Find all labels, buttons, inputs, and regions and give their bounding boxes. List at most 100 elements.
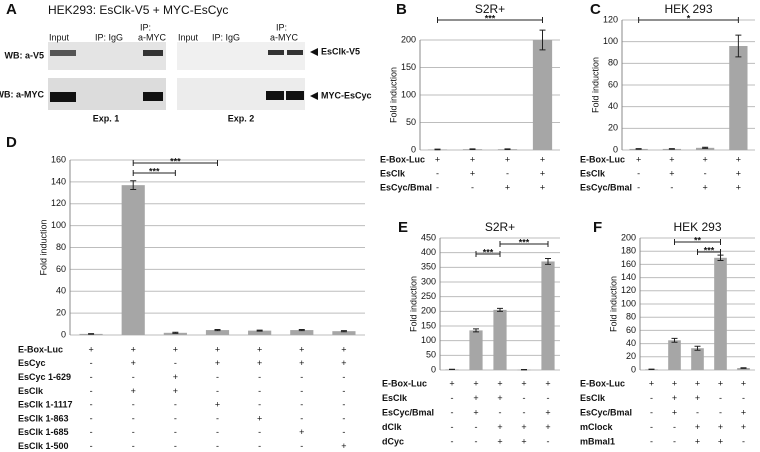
arrow: [310, 92, 318, 100]
condition-label: EsClk 1-500: [18, 441, 69, 451]
error-bar: [694, 345, 701, 351]
significance-label: ***: [485, 13, 496, 23]
y-tick-label: 100: [51, 220, 66, 230]
error-bar: [504, 148, 511, 150]
significance-bracket: [638, 17, 739, 23]
bar: [714, 257, 727, 370]
condition-sign: +: [545, 378, 550, 388]
y-tick-label: 20: [608, 123, 618, 133]
significance-bracket: [437, 17, 543, 23]
condition-sign: +: [521, 436, 526, 446]
condition-sign: -: [90, 372, 93, 382]
y-tick-label: 140: [621, 272, 636, 282]
condition-sign: -: [300, 386, 303, 396]
condition-sign: +: [702, 182, 707, 192]
condition-sign: +: [505, 182, 510, 192]
y-tick-label: 100: [603, 36, 618, 46]
condition-sign: -: [499, 407, 502, 417]
condition-sign: +: [341, 358, 346, 368]
condition-sign: +: [718, 378, 723, 388]
error-bar: [214, 329, 221, 332]
condition-sign: -: [258, 441, 261, 451]
y-axis-title: Fold induction: [408, 276, 418, 332]
condition-sign: -: [451, 393, 454, 403]
condition-sign: -: [342, 386, 345, 396]
y-tick-label: 180: [621, 246, 636, 256]
condition-label: E-Box-Luc: [18, 344, 63, 354]
error-bar: [88, 333, 95, 335]
y-tick-label: 400: [421, 247, 436, 257]
condition-sign: +: [636, 154, 641, 164]
condition-sign: -: [650, 407, 653, 417]
condition-sign: +: [473, 378, 478, 388]
condition-sign: +: [173, 386, 178, 396]
bar: [121, 185, 145, 335]
panel-letter: E: [398, 219, 408, 236]
condition-sign: +: [672, 407, 677, 417]
condition-label: EsClk 1-1117: [18, 400, 73, 410]
condition-sign: -: [300, 441, 303, 451]
condition-label: EsClk: [382, 393, 408, 403]
condition-sign: +: [695, 378, 700, 388]
y-tick-label: 100: [421, 335, 436, 345]
condition-sign: +: [521, 422, 526, 432]
significance-label: ***: [704, 245, 715, 255]
condition-sign: -: [90, 413, 93, 423]
condition-sign: -: [174, 427, 177, 437]
y-tick-label: 20: [626, 351, 636, 361]
y-tick-label: 200: [621, 232, 636, 242]
condition-sign: -: [342, 400, 345, 410]
condition-sign: -: [451, 436, 454, 446]
condition-sign: -: [547, 393, 550, 403]
condition-sign: +: [299, 427, 304, 437]
condition-sign: -: [300, 413, 303, 423]
band-label: EsClk-V5: [321, 46, 360, 56]
condition-label: E-Box-Luc: [382, 378, 427, 388]
bar: [163, 332, 187, 335]
lane-label: IP:: [276, 22, 287, 32]
significance-bracket: [674, 239, 721, 245]
condition-sign: -: [216, 413, 219, 423]
y-tick-label: 0: [61, 329, 66, 339]
condition-sign: +: [672, 378, 677, 388]
error-bar: [298, 329, 305, 332]
condition-sign: -: [719, 407, 722, 417]
chart-title: HEK 293: [664, 2, 712, 16]
y-tick-label: 120: [603, 14, 618, 24]
condition-sign: -: [650, 436, 653, 446]
condition-sign: -: [174, 441, 177, 451]
condition-sign: -: [475, 422, 478, 432]
condition-sign: +: [669, 168, 674, 178]
blot-band: [266, 91, 284, 100]
error-bar: [473, 328, 479, 333]
significance-label: ***: [170, 156, 181, 166]
condition-sign: -: [132, 372, 135, 382]
condition-sign: +: [741, 422, 746, 432]
condition-sign: -: [523, 407, 526, 417]
condition-sign: +: [470, 154, 475, 164]
y-tick-label: 150: [421, 320, 436, 330]
condition-label: EsCyc/Bmal: [380, 182, 432, 192]
condition-sign: -: [436, 182, 439, 192]
condition-sign: -: [742, 436, 745, 446]
bar: [729, 46, 748, 150]
condition-sign: +: [435, 154, 440, 164]
condition-sign: +: [669, 154, 674, 164]
blot-band: [143, 92, 163, 101]
condition-sign: +: [173, 344, 178, 354]
lane-label: IP:: [140, 22, 151, 32]
error-bar: [702, 146, 709, 149]
condition-sign: +: [299, 358, 304, 368]
condition-label: EsClk: [580, 168, 606, 178]
bar: [290, 330, 314, 335]
condition-sign: +: [741, 407, 746, 417]
y-tick-label: 140: [51, 176, 66, 186]
condition-label: EsClk 1-685: [18, 427, 69, 437]
bar: [691, 348, 704, 370]
chart-panel: E S2R+ 0 50 100 150 200 250 300 350 400 450 Fold ind…: [382, 219, 560, 446]
condition-sign: +: [540, 154, 545, 164]
significance-label: ***: [149, 166, 160, 176]
significance-label: ***: [519, 237, 530, 247]
condition-sign: -: [342, 427, 345, 437]
